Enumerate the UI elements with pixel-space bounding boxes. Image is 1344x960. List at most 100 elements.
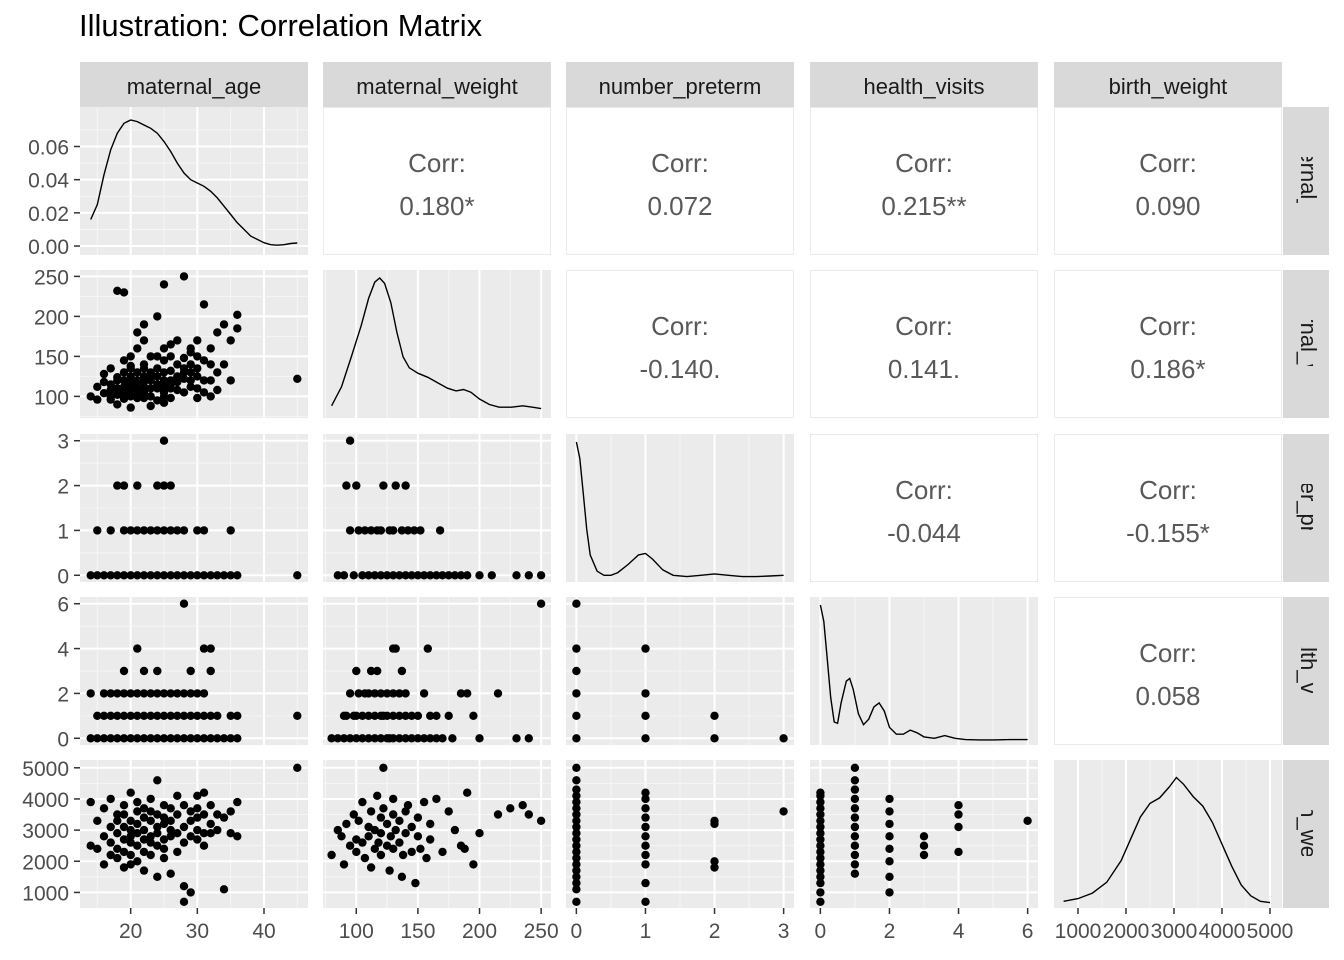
scatter-point xyxy=(333,825,342,835)
scatter-point xyxy=(166,825,175,835)
scatter-point xyxy=(119,835,129,844)
scatter-point xyxy=(426,571,435,580)
scatter-point xyxy=(159,734,169,743)
scatter-point xyxy=(179,801,189,810)
scatter-point xyxy=(99,369,109,379)
y-tick-label: 0 xyxy=(57,565,69,588)
scatter-point xyxy=(186,888,195,897)
scatter-point xyxy=(919,850,929,860)
scatter-point xyxy=(99,389,109,398)
scatter-point xyxy=(885,844,894,853)
scatter-point xyxy=(219,885,229,894)
scatter-point xyxy=(193,364,202,373)
scatter-point xyxy=(133,819,142,829)
scatter-point xyxy=(376,850,386,860)
scatter-point xyxy=(345,436,355,445)
scatter-point xyxy=(166,340,175,349)
scatter-point xyxy=(397,872,407,881)
scatter-point xyxy=(139,393,149,403)
scatter-point xyxy=(364,571,373,580)
scatter-point xyxy=(213,328,222,337)
scatter-point xyxy=(119,711,129,720)
scatter-point xyxy=(126,380,135,389)
scatter-point xyxy=(572,644,581,653)
scatter-point xyxy=(885,832,894,841)
scatter-point xyxy=(213,368,222,377)
scatter-point xyxy=(850,794,860,804)
scatter-point xyxy=(193,689,202,698)
scatter-point xyxy=(159,280,169,289)
strip-right-birth_weight xyxy=(1283,760,1329,908)
scatter-point xyxy=(133,807,142,816)
scatter-point xyxy=(293,374,302,383)
scatter-point xyxy=(153,810,162,819)
scatter-point xyxy=(133,841,142,850)
scatter-point xyxy=(133,328,142,337)
scatter-point xyxy=(389,711,398,720)
scatter-point xyxy=(106,794,115,804)
scatter-point xyxy=(166,816,175,825)
scatter-point xyxy=(119,382,129,391)
scatter-point xyxy=(352,734,361,743)
scatter-point xyxy=(186,807,195,816)
y-tick-label: 1000 xyxy=(22,882,69,905)
scatter-point xyxy=(146,369,155,379)
scatter-point xyxy=(360,526,370,535)
scatter-point xyxy=(133,644,142,653)
scatter-point xyxy=(512,734,521,743)
scatter-point xyxy=(816,788,825,797)
density-line-maternal_age xyxy=(90,119,298,246)
scatter-point xyxy=(850,850,860,860)
scatter-point xyxy=(536,571,546,580)
scatter-point xyxy=(572,666,581,676)
scatter-point xyxy=(401,689,410,698)
strip-top-label: number_preterm xyxy=(599,74,762,99)
scatter-point xyxy=(850,785,860,794)
panel-background xyxy=(323,270,551,418)
scatter-point xyxy=(153,372,162,381)
scatter-point xyxy=(159,344,169,353)
scatter-point xyxy=(193,571,202,580)
scatter-point xyxy=(342,711,351,720)
scatter-point xyxy=(438,847,447,857)
scatter-point xyxy=(438,571,447,580)
x-tick-label: 6 xyxy=(1022,920,1034,943)
x-tick-label: 3 xyxy=(778,920,790,943)
scatter-point xyxy=(99,689,109,698)
strip-top-label: birth_weight xyxy=(1109,74,1228,99)
scatter-point xyxy=(153,872,162,881)
scatter-point xyxy=(179,599,189,608)
scatter-point xyxy=(113,286,122,295)
x-tick-label: 2 xyxy=(709,920,721,943)
scatter-point xyxy=(850,804,860,813)
strip-right-label: maternal_weigh xyxy=(1296,266,1321,421)
scatter-point xyxy=(850,869,860,878)
y-tick-label: 2000 xyxy=(22,851,69,874)
scatter-point xyxy=(179,822,189,832)
scatter-point xyxy=(186,382,195,391)
scatter-point xyxy=(193,804,202,813)
scatter-point xyxy=(153,396,162,405)
scatter-point xyxy=(233,310,242,319)
scatter-point xyxy=(233,797,242,807)
scatter-point xyxy=(139,734,149,743)
scatter-point xyxy=(179,838,189,847)
scatter-point xyxy=(448,734,457,743)
scatter-point xyxy=(159,368,169,377)
scatter-point xyxy=(816,835,825,844)
scatter-point xyxy=(572,791,581,800)
scatter-point xyxy=(126,361,135,371)
scatter-point xyxy=(816,853,825,863)
scatter-point xyxy=(370,844,379,853)
scatter-point xyxy=(179,711,189,720)
scatter-point xyxy=(352,711,361,720)
scatter-point xyxy=(199,300,209,309)
scatter-point xyxy=(850,763,860,772)
x-tick-label: 40 xyxy=(252,920,275,943)
scatter-point xyxy=(113,390,122,399)
scatter-point xyxy=(572,835,581,844)
scatter-point xyxy=(186,368,195,377)
corr-value: 0.058 xyxy=(1135,681,1200,711)
scatter-point xyxy=(366,863,376,872)
scatter-point xyxy=(119,801,129,810)
